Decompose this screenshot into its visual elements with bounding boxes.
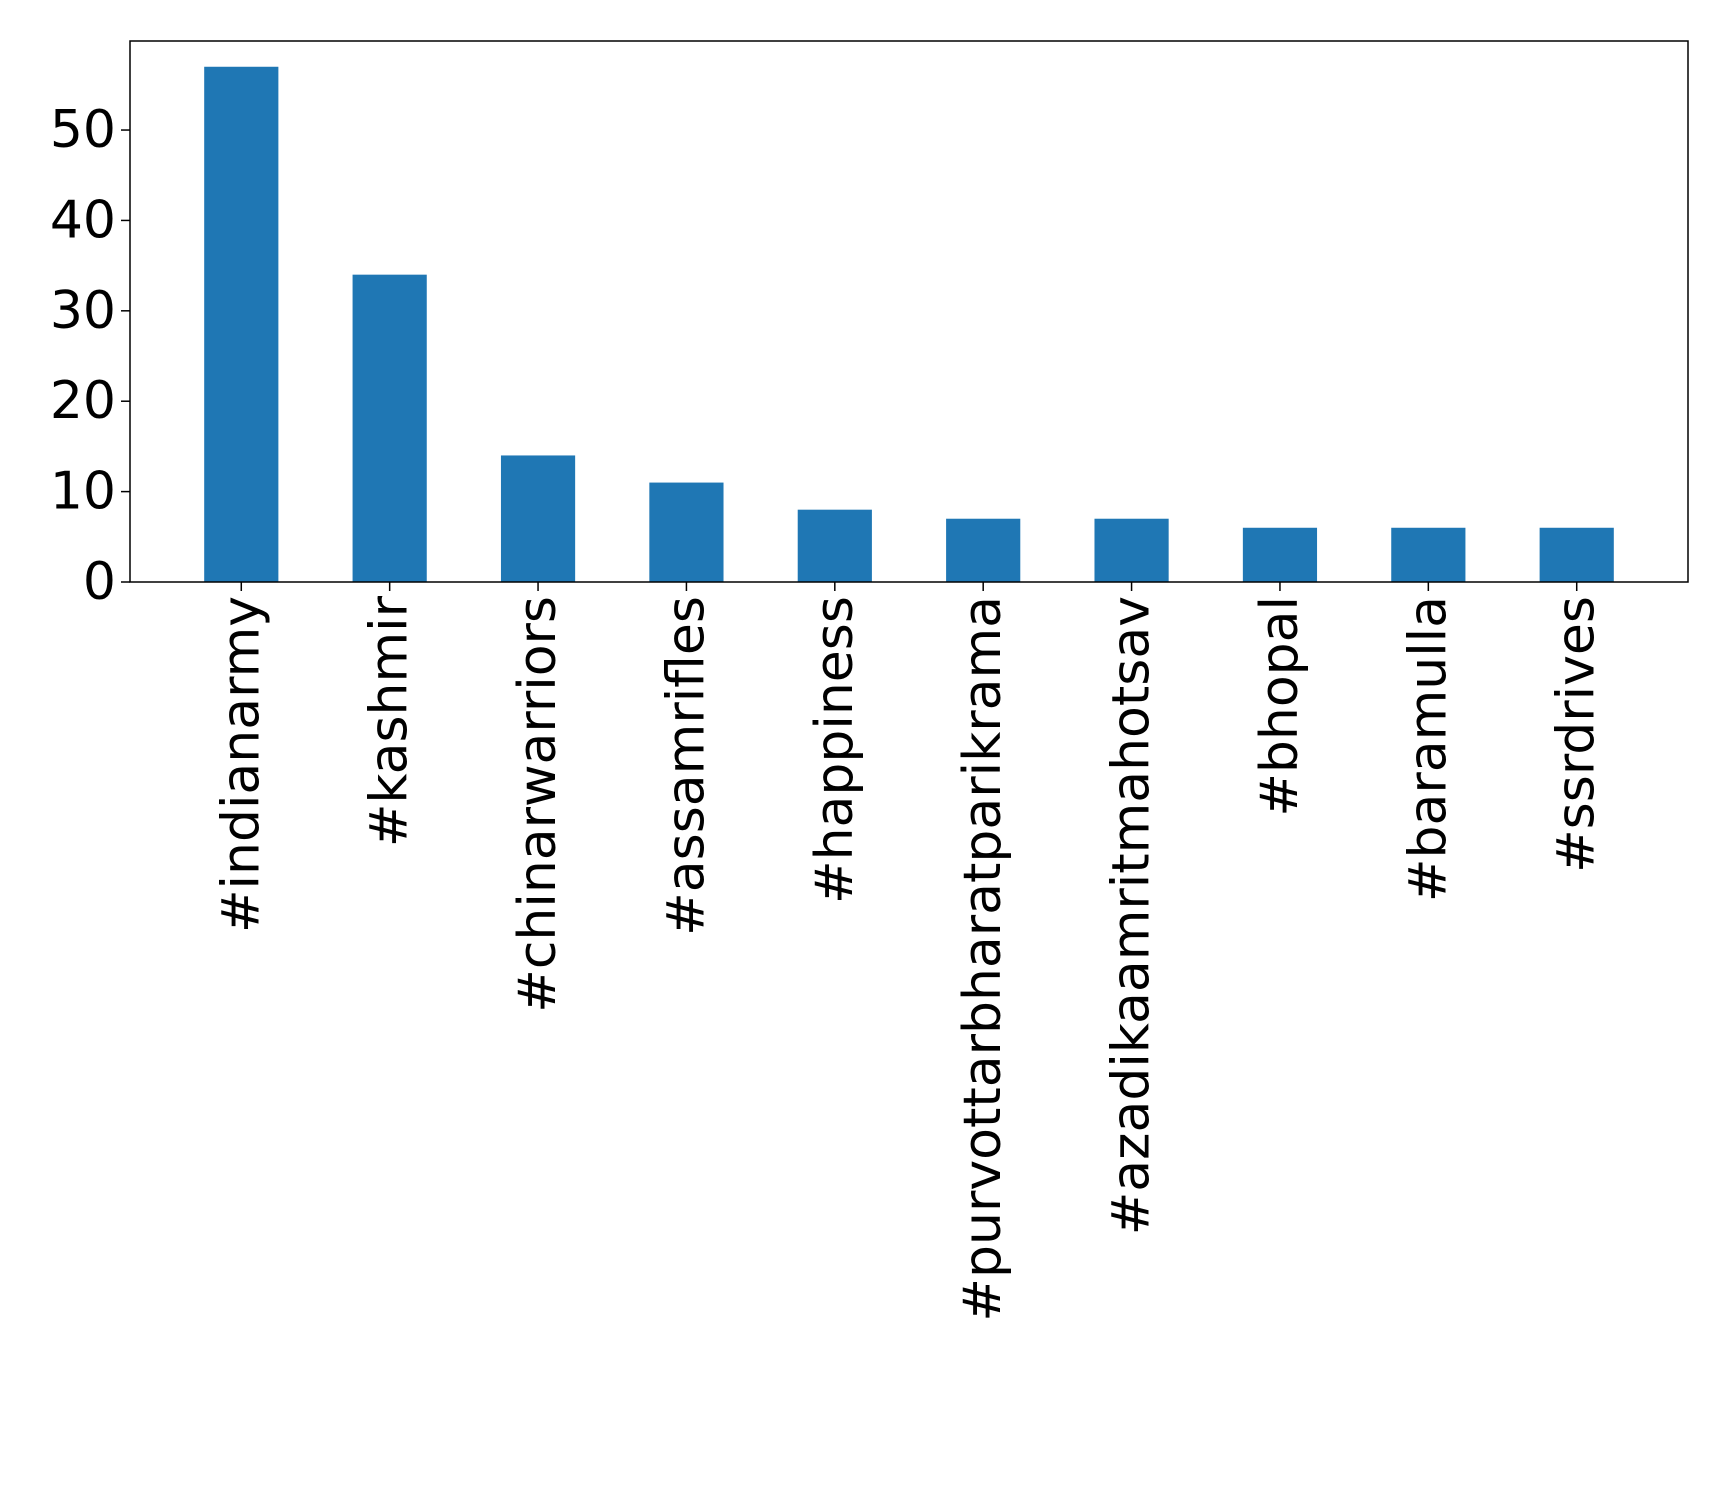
bar (204, 66, 279, 582)
bar (352, 274, 427, 582)
bar (500, 455, 576, 582)
bar (1242, 527, 1318, 582)
x-tick-label: #assamrifles (656, 596, 716, 936)
x-tick-label: #purvottarbharatparikrama (953, 596, 1013, 1322)
bar (1391, 527, 1466, 582)
bar (1094, 518, 1169, 582)
y-tick-label: 30 (50, 281, 116, 341)
bar (946, 518, 1021, 582)
y-tick-label: 0 (83, 552, 116, 612)
x-tick-label: #chinarwarriors (508, 596, 568, 1013)
bar (797, 509, 872, 582)
bar (1539, 527, 1614, 582)
x-tick-label: #ssrdrives (1547, 596, 1607, 873)
bars-group (204, 66, 1614, 582)
y-tick-label: 40 (50, 190, 116, 250)
bar (649, 482, 724, 582)
x-tick-label: #bhopal (1250, 596, 1310, 817)
y-tick-label: 20 (50, 371, 116, 431)
y-tick-label: 10 (50, 462, 116, 522)
x-axis: #indianarmy #kashmir #chinarwarriors #assam… (211, 582, 1607, 1322)
x-tick-label: #azadikaamritmahotsav (1102, 596, 1162, 1235)
y-tick-label: 50 (50, 100, 116, 160)
x-tick-label: #kashmir (360, 595, 420, 847)
plot-frame (129, 40, 1689, 583)
x-tick-label: #happiness (805, 596, 865, 904)
y-axis: 0 10 20 30 40 50 (50, 100, 130, 612)
x-tick-label: #indianarmy (211, 596, 271, 933)
x-tick-label: #baramulla (1398, 596, 1458, 902)
